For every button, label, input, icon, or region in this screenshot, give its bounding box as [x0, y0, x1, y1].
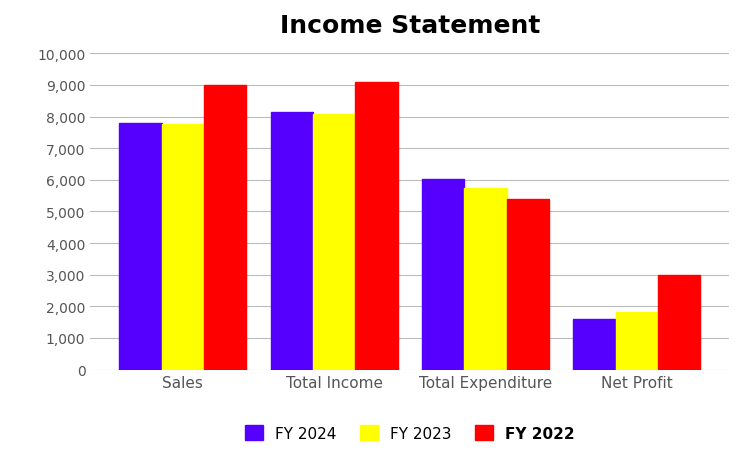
Title: Income Statement: Income Statement	[280, 14, 540, 38]
Legend: FY 2024, FY 2023, FY 2022: FY 2024, FY 2023, FY 2022	[238, 419, 581, 446]
Bar	[464, 189, 507, 370]
Bar	[313, 115, 356, 370]
Bar	[120, 124, 162, 370]
Bar	[507, 200, 549, 370]
Bar	[422, 180, 464, 370]
Bar	[271, 112, 313, 370]
Bar	[616, 313, 658, 370]
Bar	[573, 319, 616, 370]
Bar	[204, 86, 247, 370]
Bar	[162, 125, 204, 370]
Bar	[658, 275, 700, 370]
Bar	[356, 83, 398, 370]
